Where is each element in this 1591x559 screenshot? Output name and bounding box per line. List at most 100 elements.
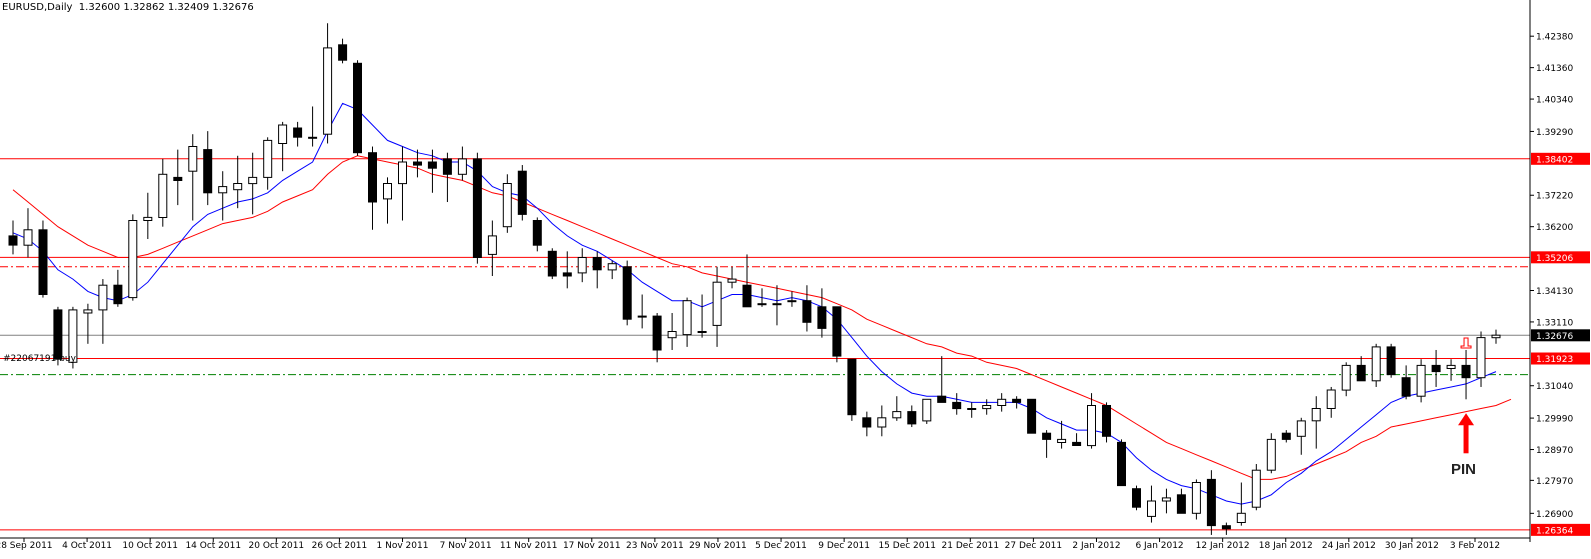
candle-body: [38, 229, 48, 295]
date-tick-label: 2 Jan 2012: [1072, 541, 1120, 551]
candle-body: [1326, 389, 1336, 409]
candle-body: [952, 401, 962, 410]
date-tick-label: 15 Dec 2011: [878, 541, 936, 551]
level-price-label-box: [1531, 523, 1590, 536]
candle: [83, 303, 93, 344]
candle-body: [817, 306, 827, 329]
candle: [682, 297, 692, 347]
candle-body: [1431, 364, 1441, 373]
candle-body: [427, 161, 437, 169]
candle: [1461, 349, 1471, 400]
ma-slow-line: [12, 155, 1512, 480]
candle: [368, 146, 377, 230]
candle: [847, 358, 857, 421]
candle: [218, 171, 228, 221]
candle: [607, 260, 617, 280]
candle-body: [442, 158, 452, 175]
candle-body: [892, 411, 902, 419]
candle-body: [248, 176, 258, 185]
candle-body: [188, 146, 198, 172]
price-tick-label: 1.33110: [1536, 318, 1573, 328]
candle-body: [712, 281, 722, 326]
buy-arrow-icon: [1460, 337, 1472, 349]
candle: [1311, 396, 1321, 449]
candle: [398, 146, 407, 221]
date-tick-label: 23 Nov 2011: [626, 541, 684, 551]
current-price-label: 1.32676: [1536, 332, 1573, 342]
candle: [308, 106, 318, 147]
candle: [1132, 485, 1141, 511]
candle-body: [1236, 512, 1246, 523]
candle: [1476, 331, 1486, 387]
candle-body: [757, 303, 767, 306]
candle-body: [652, 315, 662, 351]
candle: [967, 402, 977, 418]
candle-body: [562, 272, 572, 277]
candle-body: [637, 315, 647, 318]
date-tick-label: 10 Oct 2011: [122, 541, 178, 551]
candle: [457, 146, 467, 181]
candle: [278, 121, 288, 172]
current-price-label-box: [1531, 329, 1590, 342]
candle: [817, 288, 827, 338]
candle: [1446, 359, 1456, 381]
candle: [712, 266, 722, 347]
candle-body: [98, 284, 108, 311]
candle-body: [1311, 408, 1321, 422]
candle: [353, 60, 362, 156]
candle-body: [787, 300, 797, 303]
candle-body: [907, 411, 917, 425]
candle: [1072, 433, 1082, 446]
candle: [38, 220, 48, 298]
candle-body: [218, 186, 228, 194]
candle: [188, 134, 198, 221]
candle-body: [547, 250, 557, 277]
level-price-label-box: [1531, 251, 1590, 264]
candle: [1251, 464, 1261, 511]
date-tick-label: 4 Oct 2011: [62, 541, 112, 551]
date-tick-label: 9 Dec 2011: [818, 541, 870, 551]
candle-body: [233, 183, 243, 191]
date-tick-label: 5 Dec 2011: [755, 541, 807, 551]
level-price-label-box: [1531, 152, 1590, 165]
level-price-label: 1.31923: [1536, 355, 1573, 365]
candle-body: [607, 263, 617, 271]
candle-body: [1221, 525, 1231, 530]
candle: [892, 396, 902, 421]
candle-body: [338, 44, 348, 61]
candle: [502, 174, 512, 233]
candle: [922, 398, 932, 424]
candle-body: [23, 229, 33, 246]
candle: [787, 291, 797, 307]
candle-body: [1176, 494, 1186, 514]
candle-body: [278, 124, 288, 144]
date-tick-label: 30 Jan 2012: [1385, 541, 1439, 551]
candle: [1236, 482, 1246, 526]
candle: [802, 285, 812, 332]
candle: [98, 279, 108, 344]
candle-body: [383, 183, 392, 200]
candle-body: [1087, 405, 1096, 447]
candle: [997, 393, 1007, 412]
candle: [1191, 479, 1201, 520]
candle-body: [83, 309, 93, 314]
candle: [427, 149, 437, 193]
candle: [877, 405, 887, 437]
price-tick-label: 1.41360: [1536, 64, 1573, 74]
candle-body: [862, 417, 872, 428]
date-tick-label: 26 Oct 2011: [312, 541, 368, 551]
candle: [323, 23, 333, 144]
candle: [1401, 365, 1411, 400]
candle-body: [667, 331, 677, 339]
candle: [1027, 398, 1037, 434]
candle-body: [1042, 432, 1052, 440]
candle: [757, 288, 767, 307]
horizontal-levels: [0, 158, 1530, 531]
candle: [547, 248, 557, 280]
candle: [637, 294, 647, 329]
candle-body: [1446, 364, 1456, 369]
date-tick-label: 29 Nov 2011: [689, 541, 747, 551]
candle-body: [8, 235, 18, 246]
price-tick-label: 1.29990: [1536, 415, 1573, 425]
price-tick-label: 1.42380: [1536, 33, 1573, 43]
